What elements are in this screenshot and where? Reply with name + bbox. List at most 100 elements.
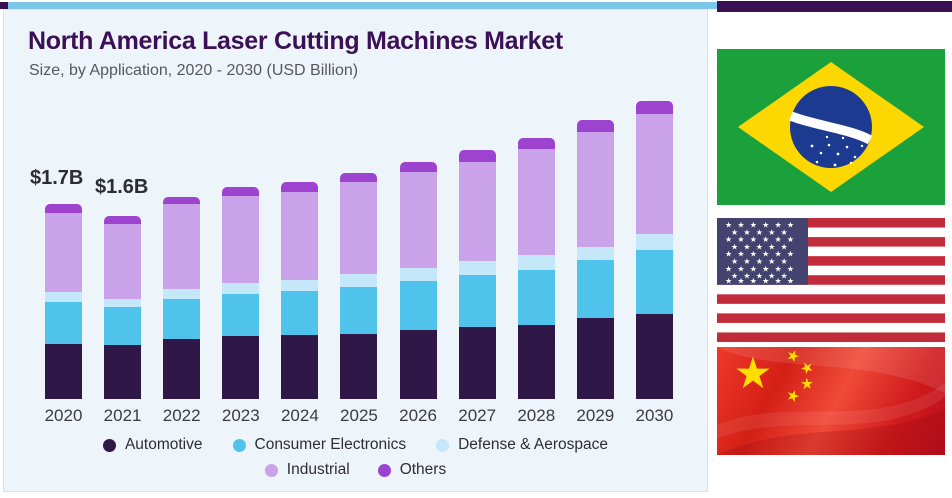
x-tick-label: 2025 — [340, 406, 378, 425]
segment-consumer-electronics — [576, 260, 614, 318]
segment-others — [458, 150, 496, 162]
segment-industrial — [517, 149, 555, 255]
stacked-bar-2022 — [163, 197, 201, 399]
segment-consumer-electronics — [45, 301, 82, 344]
segment-others — [45, 204, 82, 214]
accent-purple-right — [717, 1, 952, 12]
segment-industrial — [399, 172, 437, 269]
segment-defense-aerospace — [458, 261, 496, 276]
segment-consumer-electronics — [517, 269, 555, 325]
segment-consumer-electronics — [163, 299, 201, 340]
segment-defense-aerospace — [163, 289, 201, 300]
x-tick-label: 2022 — [162, 406, 201, 425]
segment-industrial — [458, 161, 496, 262]
segment-others — [340, 173, 378, 183]
segment-automotive — [340, 333, 378, 399]
segment-industrial — [104, 223, 142, 300]
segment-consumer-electronics — [399, 280, 437, 331]
bar-column-2023: 2023 — [211, 187, 270, 425]
x-tick-label: 2021 — [103, 406, 142, 425]
x-tick-label: 2023 — [221, 406, 260, 425]
stacked-bar-2020 — [45, 204, 82, 399]
segment-consumer-electronics — [635, 250, 673, 315]
stacked-bar-2027 — [458, 150, 496, 399]
chart-title: North America Laser Cutting Machines Mar… — [28, 27, 563, 55]
segment-industrial — [163, 204, 201, 290]
stacked-bar-2025 — [340, 173, 378, 399]
svg-text:★★★★★★: ★★★★★★ — [725, 264, 799, 273]
svg-text:★★★★★: ★★★★★ — [731, 272, 793, 281]
segment-others — [281, 182, 319, 192]
segment-automotive — [576, 317, 614, 399]
segment-industrial — [45, 213, 82, 293]
segment-automotive — [458, 326, 496, 399]
bar-column-2030: 2030 — [625, 101, 684, 425]
bar-column-2029: 2029 — [566, 120, 625, 425]
accent-purple-left — [0, 2, 8, 9]
stacked-bar-2030 — [635, 101, 673, 399]
bar-column-2027: 2027 — [448, 150, 507, 425]
x-tick-label: 2028 — [517, 406, 556, 425]
legend-item-defense-aerospace: Defense & Aerospace — [436, 436, 608, 454]
segment-defense-aerospace — [104, 299, 142, 308]
legend-label: Defense & Aerospace — [458, 436, 609, 453]
stacked-bar-2029 — [576, 120, 614, 399]
legend-dot-icon — [377, 463, 391, 477]
segment-defense-aerospace — [281, 279, 319, 292]
segment-consumer-electronics — [281, 291, 319, 335]
legend-dot-icon — [264, 463, 278, 477]
bar-column-2028: 2028 — [507, 137, 566, 425]
stacked-bar-chart: 2020 2021 2022 2023 2024 2025 2026 2027 2028 2029… — [34, 90, 684, 425]
segment-automotive — [222, 336, 260, 399]
legend-dot-icon — [436, 438, 450, 452]
svg-text:★★★★★★: ★★★★★★ — [725, 221, 799, 230]
legend-dot-icon — [102, 438, 116, 452]
segment-others — [399, 161, 437, 173]
x-tick-label: 2027 — [458, 406, 497, 425]
segment-defense-aerospace — [222, 283, 260, 294]
stacked-bar-2026 — [399, 161, 437, 399]
segment-defense-aerospace — [340, 274, 378, 287]
svg-text:★★★★★: ★★★★★ — [731, 257, 793, 266]
segment-automotive — [104, 345, 142, 399]
legend-dot-icon — [232, 438, 246, 452]
segment-defense-aerospace — [45, 292, 82, 302]
bar-column-2024: 2024 — [270, 182, 329, 425]
segment-automotive — [45, 344, 82, 399]
chart-panel: North America Laser Cutting Machines Mar… — [3, 9, 708, 492]
legend-row-2: Industrial Others — [4, 461, 707, 479]
segment-others — [163, 197, 201, 205]
segment-consumer-electronics — [222, 293, 260, 336]
segment-industrial — [340, 182, 378, 275]
segment-consumer-electronics — [458, 275, 496, 327]
svg-text:★★★★★: ★★★★★ — [731, 228, 793, 237]
chart-subtitle: Size, by Application, 2020 - 2030 (USD B… — [29, 62, 359, 79]
legend-label: Automotive — [124, 436, 203, 453]
segment-industrial — [281, 191, 319, 280]
accent-blue — [8, 2, 717, 9]
legend-item-industrial: Industrial — [264, 461, 350, 479]
x-tick-label: 2024 — [280, 406, 319, 425]
segment-automotive — [517, 324, 555, 399]
legend-label: Industrial — [286, 461, 350, 478]
bar-column-2020: 2020 — [34, 204, 93, 425]
segment-defense-aerospace — [399, 268, 437, 281]
bar-column-2025: 2025 — [329, 173, 388, 425]
brazil-flag — [717, 49, 945, 205]
legend-label: Consumer Electronics — [254, 436, 407, 453]
legend-label: Others — [399, 461, 447, 478]
segment-automotive — [635, 314, 673, 399]
top-accent-bar — [0, 1, 952, 12]
segment-defense-aerospace — [635, 234, 673, 251]
stacked-bar-2028 — [517, 137, 555, 399]
segment-automotive — [399, 330, 437, 399]
segment-automotive — [163, 339, 201, 399]
segment-consumer-electronics — [104, 307, 142, 346]
segment-others — [104, 215, 142, 224]
segment-others — [517, 137, 555, 150]
x-tick-label: 2020 — [44, 406, 83, 425]
x-tick-label: 2029 — [576, 406, 615, 425]
segment-others — [576, 120, 614, 132]
bar-column-2026: 2026 — [389, 161, 448, 425]
